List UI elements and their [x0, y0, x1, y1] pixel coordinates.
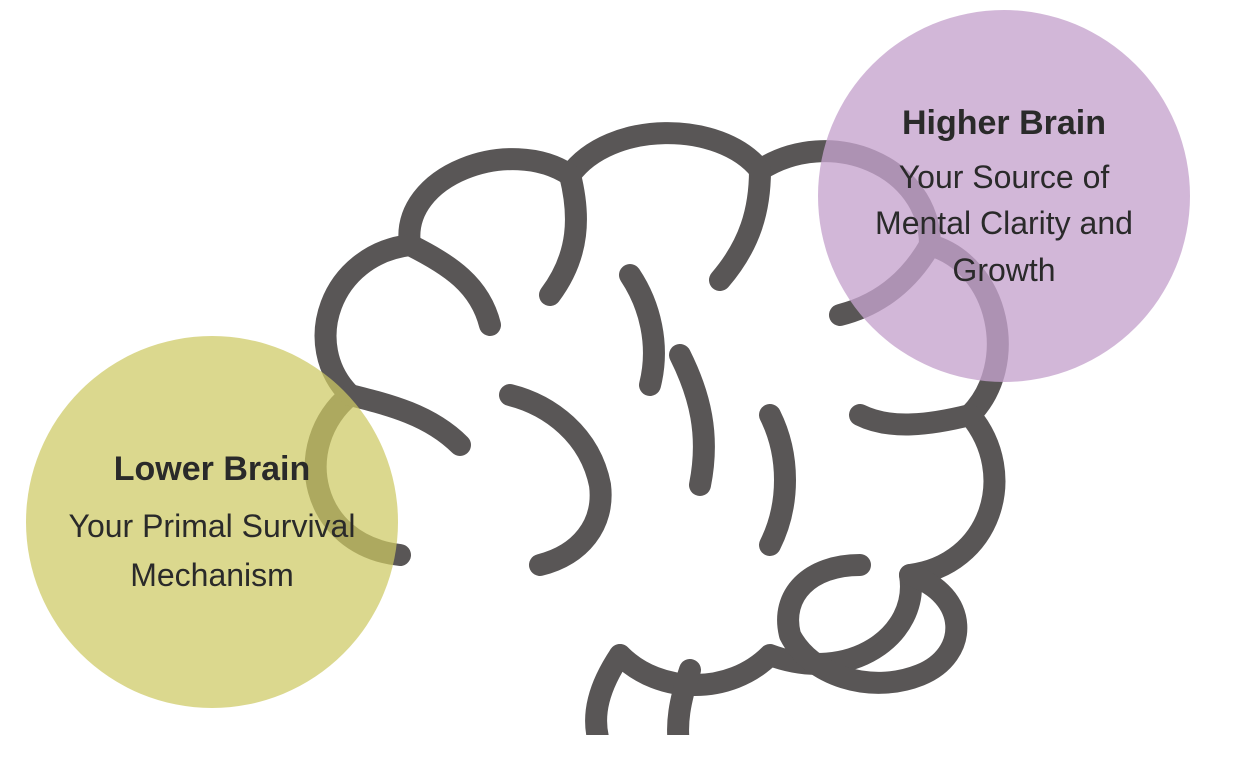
lower-brain-description: Your Primal Survival Mechanism — [56, 502, 368, 601]
lower-brain-title: Lower Brain — [114, 443, 310, 496]
diagram-canvas: Higher Brain Your Source of Mental Clari… — [0, 0, 1248, 774]
higher-brain-callout: Higher Brain Your Source of Mental Clari… — [818, 10, 1190, 382]
lower-brain-callout: Lower Brain Your Primal Survival Mechani… — [26, 336, 398, 708]
higher-brain-description: Your Source of Mental Clarity and Growth — [848, 154, 1160, 293]
higher-brain-title: Higher Brain — [902, 99, 1106, 148]
